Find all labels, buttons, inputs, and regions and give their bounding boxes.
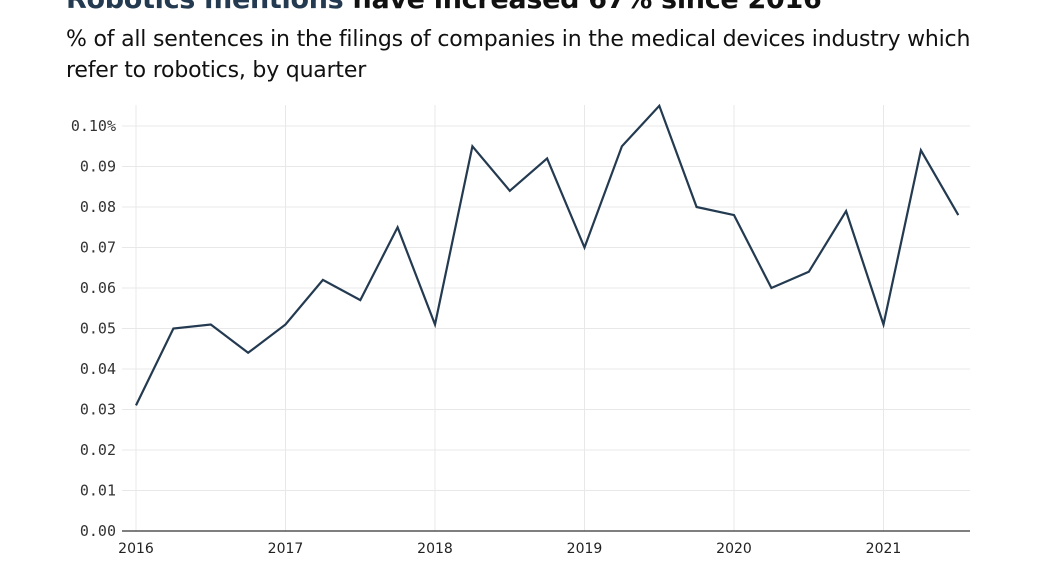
y-tick-label: 0.09 — [80, 158, 116, 176]
chart-title: Robotics mentions have increased 67% sin… — [66, 0, 822, 15]
chart-subtitle: % of all sentences in the filings of com… — [66, 27, 971, 83]
chart-title-rest: have increased 67% since 2016 — [343, 0, 822, 15]
y-tick-label: 0.02 — [80, 441, 116, 459]
y-tick-label: 0.05 — [80, 320, 116, 338]
y-tick-label: 0.00 — [80, 522, 116, 540]
y-tick-label: 0.06 — [80, 279, 116, 297]
x-tick-label: 2021 — [866, 541, 902, 557]
y-tick-label: 0.04 — [80, 360, 116, 378]
chart-title-highlight: Robotics mentions — [66, 0, 344, 15]
x-tick-label: 2020 — [716, 541, 752, 557]
x-tick-label: 2016 — [118, 541, 154, 557]
y-tick-label: 0.03 — [80, 401, 116, 419]
x-tick-label: 2018 — [417, 541, 453, 557]
y-tick-label: 0.07 — [80, 239, 116, 257]
y-tick-label: 0.10% — [71, 117, 116, 135]
x-tick-label: 2019 — [567, 541, 603, 557]
x-tick-label: 2017 — [268, 541, 304, 557]
y-tick-label: 0.01 — [80, 482, 116, 500]
y-tick-label: 0.08 — [80, 198, 116, 216]
data-line — [135, 103, 960, 406]
